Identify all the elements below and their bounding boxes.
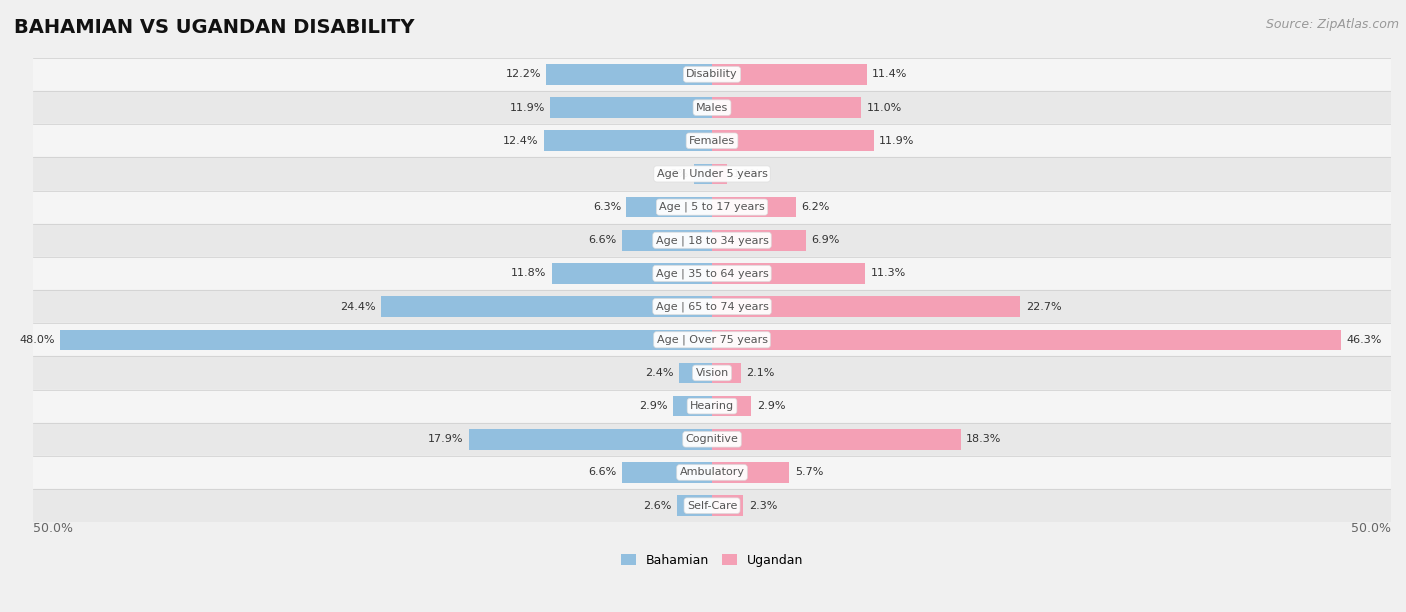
Bar bbox=[672, 396, 711, 416]
Bar bbox=[34, 257, 1391, 290]
Text: Age | 65 to 74 years: Age | 65 to 74 years bbox=[655, 301, 769, 312]
Bar bbox=[34, 356, 1391, 390]
Text: 18.3%: 18.3% bbox=[966, 435, 1001, 444]
Text: Males: Males bbox=[696, 103, 728, 113]
Bar bbox=[711, 197, 796, 217]
Bar bbox=[381, 296, 711, 317]
Text: 50.0%: 50.0% bbox=[1351, 522, 1391, 536]
Text: 12.2%: 12.2% bbox=[505, 69, 541, 80]
Text: Disability: Disability bbox=[686, 69, 738, 80]
Text: 6.2%: 6.2% bbox=[801, 202, 830, 212]
Text: 1.3%: 1.3% bbox=[661, 169, 689, 179]
Bar bbox=[34, 124, 1391, 157]
Bar bbox=[711, 130, 873, 151]
Bar bbox=[551, 263, 711, 284]
Text: Age | 5 to 17 years: Age | 5 to 17 years bbox=[659, 202, 765, 212]
Text: 11.9%: 11.9% bbox=[879, 136, 914, 146]
Bar bbox=[34, 423, 1391, 456]
Text: Self-Care: Self-Care bbox=[688, 501, 737, 510]
Bar bbox=[60, 329, 711, 350]
Text: 46.3%: 46.3% bbox=[1346, 335, 1382, 345]
Bar bbox=[34, 323, 1391, 356]
Text: 1.1%: 1.1% bbox=[733, 169, 761, 179]
Bar bbox=[711, 363, 741, 383]
Bar bbox=[470, 429, 711, 450]
Bar bbox=[34, 290, 1391, 323]
Text: 11.3%: 11.3% bbox=[870, 269, 905, 278]
Text: BAHAMIAN VS UGANDAN DISABILITY: BAHAMIAN VS UGANDAN DISABILITY bbox=[14, 18, 415, 37]
Bar bbox=[711, 296, 1021, 317]
Bar bbox=[711, 97, 862, 118]
Bar bbox=[547, 64, 711, 84]
Text: Age | Under 5 years: Age | Under 5 years bbox=[657, 169, 768, 179]
Text: 24.4%: 24.4% bbox=[340, 302, 375, 312]
Bar bbox=[711, 396, 751, 416]
Bar bbox=[550, 97, 711, 118]
Text: Age | 18 to 34 years: Age | 18 to 34 years bbox=[655, 235, 769, 245]
Text: 50.0%: 50.0% bbox=[34, 522, 73, 536]
Text: 6.3%: 6.3% bbox=[593, 202, 621, 212]
Bar bbox=[34, 456, 1391, 489]
Text: 48.0%: 48.0% bbox=[20, 335, 55, 345]
Bar bbox=[544, 130, 711, 151]
Bar bbox=[34, 58, 1391, 91]
Bar bbox=[676, 495, 711, 516]
Bar bbox=[711, 329, 1341, 350]
Text: 11.4%: 11.4% bbox=[872, 69, 908, 80]
Text: Ambulatory: Ambulatory bbox=[679, 468, 745, 477]
Text: Age | Over 75 years: Age | Over 75 years bbox=[657, 335, 768, 345]
Bar bbox=[679, 363, 711, 383]
Text: 11.9%: 11.9% bbox=[509, 103, 546, 113]
Text: 6.9%: 6.9% bbox=[811, 235, 839, 245]
Text: 2.6%: 2.6% bbox=[643, 501, 671, 510]
Text: Females: Females bbox=[689, 136, 735, 146]
Bar bbox=[34, 224, 1391, 257]
Bar bbox=[623, 462, 711, 483]
Text: Source: ZipAtlas.com: Source: ZipAtlas.com bbox=[1265, 18, 1399, 31]
Bar bbox=[711, 230, 806, 250]
Bar bbox=[34, 390, 1391, 423]
Text: 5.7%: 5.7% bbox=[794, 468, 824, 477]
Bar bbox=[695, 163, 711, 184]
Text: 2.9%: 2.9% bbox=[638, 401, 668, 411]
Text: 2.3%: 2.3% bbox=[749, 501, 778, 510]
Text: 22.7%: 22.7% bbox=[1026, 302, 1062, 312]
Bar bbox=[711, 64, 868, 84]
Bar bbox=[34, 190, 1391, 224]
Bar bbox=[34, 157, 1391, 190]
Bar bbox=[623, 230, 711, 250]
Bar bbox=[711, 429, 960, 450]
Text: Cognitive: Cognitive bbox=[686, 435, 738, 444]
Bar bbox=[711, 263, 866, 284]
Legend: Bahamian, Ugandan: Bahamian, Ugandan bbox=[616, 549, 808, 572]
Text: 17.9%: 17.9% bbox=[427, 435, 464, 444]
Text: 2.1%: 2.1% bbox=[747, 368, 775, 378]
Text: 6.6%: 6.6% bbox=[589, 468, 617, 477]
Bar bbox=[711, 163, 727, 184]
Text: 2.4%: 2.4% bbox=[645, 368, 673, 378]
Text: 11.0%: 11.0% bbox=[868, 103, 903, 113]
Bar bbox=[711, 462, 789, 483]
Bar bbox=[627, 197, 711, 217]
Bar bbox=[34, 91, 1391, 124]
Text: 2.9%: 2.9% bbox=[756, 401, 786, 411]
Text: 6.6%: 6.6% bbox=[589, 235, 617, 245]
Text: 12.4%: 12.4% bbox=[503, 136, 538, 146]
Bar bbox=[711, 495, 744, 516]
Text: 11.8%: 11.8% bbox=[510, 269, 547, 278]
Bar bbox=[34, 489, 1391, 522]
Text: Hearing: Hearing bbox=[690, 401, 734, 411]
Text: Vision: Vision bbox=[696, 368, 728, 378]
Text: Age | 35 to 64 years: Age | 35 to 64 years bbox=[655, 268, 769, 278]
